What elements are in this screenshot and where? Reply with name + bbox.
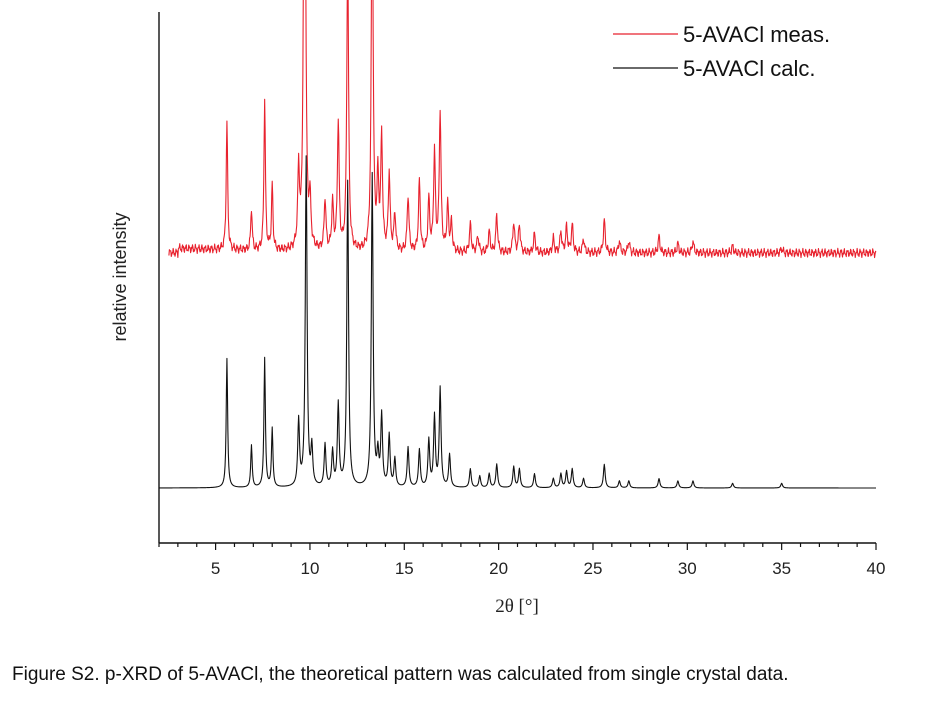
x-tick-label: 10 <box>300 559 319 578</box>
x-tick-label: 15 <box>395 559 414 578</box>
x-tick-label: 25 <box>584 559 603 578</box>
series-line-calc <box>158 155 877 489</box>
legend: 5-AVACl meas. 5-AVACl calc. <box>613 22 830 81</box>
legend-label-meas: 5-AVACl meas. <box>683 22 830 47</box>
xrd-chart: 5 10 15 20 25 30 35 40 2θ [°] relative intensit… <box>110 0 886 617</box>
x-tick-label: 30 <box>678 559 697 578</box>
axes: 5 10 15 20 25 30 35 40 <box>158 12 886 578</box>
figure-caption: Figure S2. p-XRD of 5-AVACl, the theoret… <box>12 664 789 685</box>
x-tick-label: 40 <box>867 559 886 578</box>
series-line-meas <box>168 0 877 259</box>
legend-label-calc: 5-AVACl calc. <box>683 56 815 81</box>
y-axis-title: relative intensity <box>110 212 130 341</box>
x-ticks <box>158 543 877 550</box>
x-tick-labels: 5 10 15 20 25 30 35 40 <box>211 559 886 578</box>
x-tick-label: 5 <box>211 559 220 578</box>
x-tick-label: 35 <box>772 559 791 578</box>
x-tick-label: 20 <box>489 559 508 578</box>
x-axis-title: 2θ [°] <box>495 596 539 617</box>
plot-area <box>158 0 877 489</box>
